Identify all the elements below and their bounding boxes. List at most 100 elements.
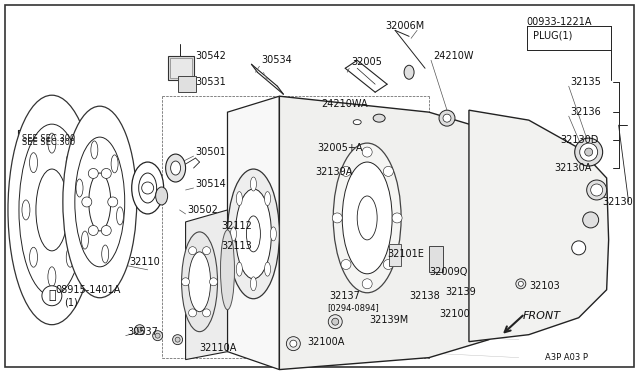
Circle shape [332,213,342,223]
Text: [0294-0894]: [0294-0894] [327,303,379,312]
Circle shape [189,247,196,255]
Ellipse shape [74,200,82,220]
Ellipse shape [404,65,414,79]
Text: 32009Q: 32009Q [429,267,467,277]
Circle shape [182,278,189,286]
Ellipse shape [342,162,392,274]
Ellipse shape [264,192,271,206]
Circle shape [202,309,211,317]
Ellipse shape [230,227,236,241]
Circle shape [332,318,339,325]
Ellipse shape [156,187,168,205]
Ellipse shape [246,216,260,252]
Text: 30501: 30501 [196,147,227,157]
Circle shape [591,184,603,196]
Bar [389,244,401,266]
Text: 32138: 32138 [409,291,440,301]
Text: 32139: 32139 [445,287,476,297]
Text: 32130A: 32130A [555,163,592,173]
Circle shape [153,331,163,341]
Circle shape [189,309,196,317]
Text: 32139M: 32139M [369,315,408,325]
Circle shape [580,143,598,161]
Circle shape [516,279,526,289]
Circle shape [155,333,160,338]
Circle shape [175,337,180,342]
Ellipse shape [166,154,186,182]
Text: FRONT: FRONT [523,311,561,321]
Polygon shape [186,210,227,360]
Text: 32130: 32130 [603,197,634,207]
Ellipse shape [357,196,377,240]
Circle shape [362,147,372,157]
Ellipse shape [333,143,401,293]
Circle shape [587,180,607,200]
Text: 32006M: 32006M [385,21,424,31]
Text: SEE SEC.300: SEE SEC.300 [22,134,76,142]
Bar [170,58,191,78]
Ellipse shape [236,262,243,276]
Ellipse shape [102,245,109,263]
Ellipse shape [236,192,243,206]
Ellipse shape [236,189,271,279]
Ellipse shape [250,277,257,291]
Circle shape [141,182,154,194]
Ellipse shape [48,133,56,153]
Polygon shape [469,110,609,341]
Text: 30514: 30514 [196,179,227,189]
Ellipse shape [111,155,118,173]
Text: 32137: 32137 [329,291,360,301]
Circle shape [137,327,142,332]
Text: 30542: 30542 [196,51,227,61]
Ellipse shape [116,207,124,225]
Circle shape [443,114,451,122]
Polygon shape [280,96,519,370]
Circle shape [202,247,211,255]
Circle shape [82,197,92,207]
Text: 32100: 32100 [439,309,470,319]
Ellipse shape [132,162,164,214]
Circle shape [108,197,118,207]
Circle shape [383,260,394,269]
Text: 30502: 30502 [188,205,218,215]
Ellipse shape [189,252,211,312]
Ellipse shape [264,262,271,276]
Text: 32005+A: 32005+A [317,143,363,153]
Ellipse shape [81,231,88,249]
Circle shape [572,241,586,255]
Circle shape [209,278,218,286]
Text: 32110A: 32110A [200,343,237,353]
Circle shape [42,286,62,306]
Ellipse shape [36,169,68,251]
Text: 24210WA: 24210WA [321,99,368,109]
Circle shape [341,166,351,176]
Ellipse shape [353,120,361,125]
Ellipse shape [29,247,38,267]
Ellipse shape [227,169,280,299]
Ellipse shape [89,173,111,231]
Circle shape [328,315,342,329]
Text: A3P A03 P: A3P A03 P [545,353,588,362]
Ellipse shape [76,179,83,197]
Circle shape [88,169,99,179]
Text: 30534: 30534 [261,55,292,65]
Ellipse shape [22,200,30,220]
Circle shape [88,225,99,235]
Text: 24210W: 24210W [433,51,474,61]
Circle shape [582,212,598,228]
Ellipse shape [8,95,96,325]
Circle shape [101,225,111,235]
Polygon shape [227,96,280,370]
Circle shape [101,169,111,179]
Ellipse shape [139,173,157,203]
Text: 08915-1401A: 08915-1401A [56,285,121,295]
Ellipse shape [48,267,56,287]
Circle shape [439,110,455,126]
Text: 32135: 32135 [571,77,602,87]
Ellipse shape [182,232,218,332]
Text: 32112: 32112 [221,221,252,231]
Circle shape [134,325,145,335]
Text: 32110: 32110 [130,257,161,267]
Ellipse shape [221,230,234,310]
Ellipse shape [171,161,180,175]
